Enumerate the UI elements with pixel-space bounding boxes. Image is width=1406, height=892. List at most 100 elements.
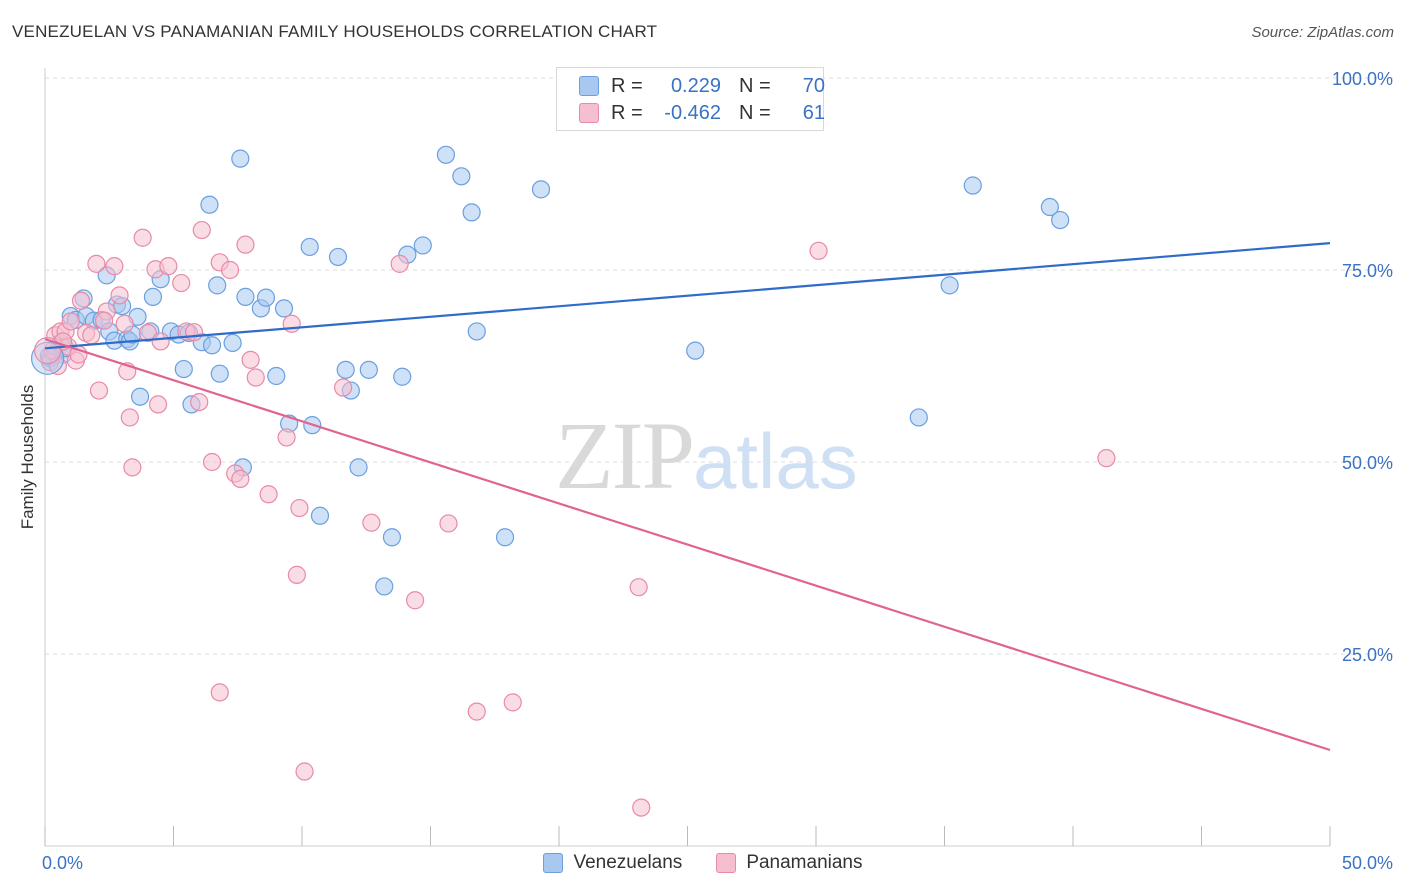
point-venezuelans — [909, 408, 928, 427]
legend-n-value: 61 — [802, 101, 825, 124]
point-panamanians — [334, 378, 353, 397]
legend-label-venezuelans: Venezuelans — [573, 852, 683, 873]
point-panamanians — [467, 702, 486, 721]
point-venezuelans — [1051, 210, 1070, 230]
point-panamanians — [133, 228, 152, 247]
legend-item-panamanians[interactable]: Panamanians — [716, 852, 863, 874]
legend-row-venezuelans: R = 0.229 N = 70 — [579, 73, 825, 99]
legend-row-panamanians: R = -0.462 N = 61 — [579, 100, 825, 126]
point-panamanians — [87, 254, 106, 273]
y-tick-label: 75.0% — [1342, 261, 1393, 281]
point-venezuelans — [359, 360, 378, 379]
point-panamanians — [71, 291, 91, 310]
point-panamanians — [231, 469, 250, 488]
point-venezuelans — [940, 276, 959, 295]
point-venezuelans — [174, 359, 193, 379]
point-panamanians — [192, 220, 211, 240]
legend-n-label: N = — [739, 101, 771, 124]
point-venezuelans — [436, 145, 456, 164]
point-panamanians — [159, 257, 178, 276]
point-venezuelans — [202, 336, 222, 355]
legend-r-label: R = — [611, 74, 643, 97]
point-venezuelans — [274, 299, 294, 318]
point-venezuelans — [495, 528, 515, 547]
legend-swatch-venezuelans — [579, 76, 599, 96]
point-panamanians — [241, 350, 260, 369]
point-panamanians — [148, 395, 168, 414]
point-venezuelans — [310, 506, 330, 525]
point-venezuelans — [130, 387, 150, 406]
point-panamanians — [236, 235, 255, 254]
point-panamanians — [184, 323, 204, 342]
point-panamanians — [629, 578, 648, 597]
point-venezuelans — [223, 333, 242, 353]
point-venezuelans — [375, 577, 394, 596]
trend-line-venezuelans — [44, 242, 1331, 350]
point-venezuelans — [963, 176, 982, 195]
point-panamanians — [246, 368, 265, 387]
legend-swatch-panamanians — [579, 103, 599, 123]
point-panamanians — [259, 485, 278, 504]
point-venezuelans — [236, 287, 255, 306]
point-panamanians — [105, 257, 124, 276]
point-venezuelans — [336, 360, 355, 379]
point-venezuelans — [452, 167, 471, 186]
legend-r-value: -0.462 — [664, 101, 721, 124]
point-panamanians — [287, 565, 306, 584]
point-venezuelans — [467, 322, 486, 341]
point-panamanians — [210, 683, 229, 702]
point-venezuelans — [462, 203, 481, 222]
legend-r-value: 0.229 — [670, 74, 721, 97]
point-venezuelans — [686, 341, 705, 360]
point-panamanians — [405, 591, 425, 610]
legend-item-venezuelans[interactable]: Venezuelans — [543, 852, 682, 874]
point-venezuelans — [393, 367, 412, 386]
point-venezuelans — [1040, 197, 1059, 217]
point-panamanians — [295, 762, 314, 781]
point-panamanians — [190, 392, 209, 412]
legend-r-label: R = — [611, 101, 643, 124]
watermark: ZIPatlas — [555, 400, 858, 511]
point-venezuelans — [300, 237, 319, 257]
point-venezuelans — [328, 247, 348, 267]
point-venezuelans — [256, 288, 276, 307]
point-venezuelans — [531, 180, 551, 199]
point-panamanians — [172, 273, 191, 293]
source-label: Source: ZipAtlas.com — [1251, 24, 1394, 41]
point-cluster-venezuelans — [30, 341, 65, 375]
point-panamanians — [138, 323, 157, 343]
point-panamanians — [503, 693, 522, 712]
point-panamanians — [110, 286, 129, 305]
point-panamanians — [151, 332, 170, 351]
point-panamanians — [61, 312, 80, 331]
y-tick-label: 25.0% — [1342, 645, 1393, 665]
point-venezuelans — [143, 287, 163, 306]
point-panamanians — [1097, 449, 1116, 468]
point-panamanians — [362, 513, 381, 532]
legend-n-label: N = — [739, 74, 771, 97]
series-legend: Venezuelans Panamanians — [0, 852, 1406, 874]
correlation-legend: R = 0.229 N = 70 R = -0.462 N = 61 — [556, 67, 825, 131]
y-axis-label: Family Households — [18, 385, 37, 530]
point-panamanians — [95, 311, 114, 330]
point-panamanians — [115, 314, 134, 333]
x-tick-label: 50.0% — [1342, 853, 1393, 873]
point-venezuelans — [208, 276, 227, 295]
legend-swatch-panamanians — [716, 853, 737, 873]
point-panamanians — [809, 241, 828, 260]
watermark-atlas: atlas — [693, 417, 858, 505]
y-tick-label: 100.0% — [1332, 69, 1393, 89]
point-venezuelans — [382, 528, 402, 547]
point-panamanians — [290, 498, 309, 518]
y-tick-label: 50.0% — [1342, 453, 1393, 473]
point-venezuelans — [210, 364, 229, 383]
point-panamanians — [220, 260, 240, 280]
legend-label-panamanians: Panamanians — [746, 852, 863, 873]
point-venezuelans — [413, 236, 432, 255]
chart-title: VENEZUELAN VS PANAMANIAN FAMILY HOUSEHOL… — [12, 22, 658, 41]
point-panamanians — [82, 326, 101, 345]
legend-n-value: 70 — [802, 74, 825, 97]
point-panamanians — [439, 514, 458, 533]
x-tick-label: 0.0% — [42, 853, 83, 873]
